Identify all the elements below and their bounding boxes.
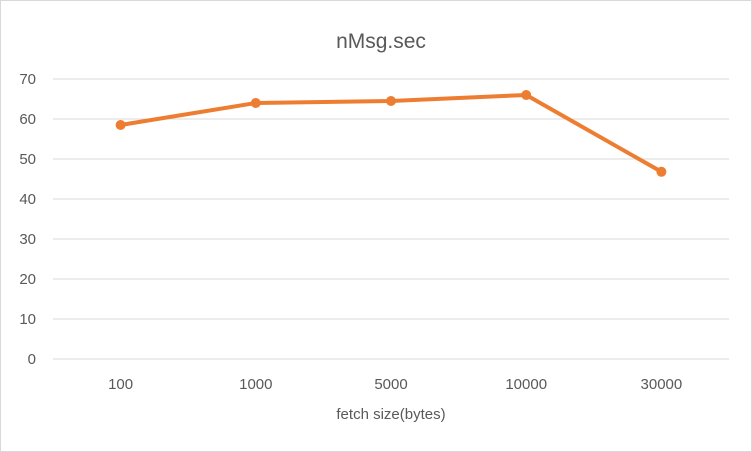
data-point-100 [115,120,126,130]
x-tick-label: 10000 [505,376,547,393]
y-tick-label: 10 [19,311,36,328]
x-tick-label: 5000 [374,376,407,393]
y-tick-label: 0 [28,351,36,368]
x-axis-tick-labels: 100 1000 5000 10000 30000 [108,376,682,393]
data-point-1000 [250,98,261,108]
y-tick-label: 40 [19,191,36,208]
series-line [118,93,664,174]
y-tick-label: 20 [19,271,36,288]
y-tick-label: 50 [19,151,36,168]
x-axis-title: fetch size(bytes) [336,406,445,423]
series-layer [115,90,667,177]
x-tick-label: 1000 [239,376,272,393]
data-point-10000 [521,90,532,100]
chart-title: nMsg.sec [336,30,426,53]
y-tick-label: 70 [19,71,36,88]
data-point-5000 [386,96,396,106]
y-tick-label: 60 [19,111,36,128]
x-tick-label: 30000 [641,376,683,393]
x-tick-label: 100 [108,376,133,393]
data-point-30000 [656,166,667,177]
y-tick-label: 30 [19,231,36,248]
y-axis-tick-labels: 0 10 20 30 40 50 60 70 [19,71,36,368]
